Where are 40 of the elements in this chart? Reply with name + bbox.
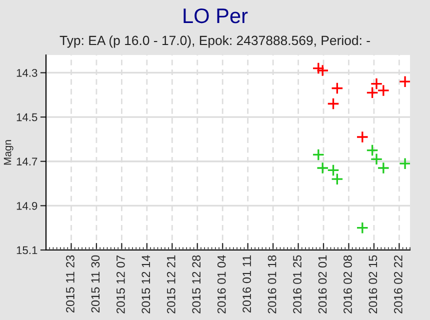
point: [377, 162, 390, 174]
point: [356, 222, 369, 234]
x-tick-label: 2016 01 25: [293, 255, 302, 314]
x-tick-label: 2016 02 15: [368, 255, 378, 314]
point: [312, 148, 325, 161]
x-tick-label: 2016 01 18: [268, 255, 276, 314]
x-tick-label: 2016 02 08: [344, 255, 352, 314]
point: [327, 98, 340, 110]
x-tick-label: 2015 12 07: [116, 255, 125, 314]
point: [330, 172, 344, 186]
point: [366, 86, 379, 99]
point: [312, 62, 325, 75]
y-tick-label: 14.3: [16, 68, 38, 77]
y-tick-label: 15.1: [16, 246, 38, 254]
point: [316, 64, 329, 77]
point: [398, 75, 410, 88]
x-tick-label: 2016 01 04: [217, 255, 226, 314]
point: [370, 152, 383, 166]
chart-subtitle: Typ: EA (p 16.0 - 17.0), Epok: 2437888.569, Period: -: [60, 35, 370, 48]
x-tick-label: 2015 12 28: [192, 255, 201, 314]
x-tick-label: 2016 02 22: [394, 255, 402, 314]
point: [330, 82, 344, 94]
point: [398, 157, 410, 170]
x-tick-label: 2015 12 14: [142, 255, 150, 314]
point: [366, 144, 379, 156]
y-tick-label: 14.9: [16, 202, 38, 210]
point: [316, 162, 329, 174]
point: [327, 164, 340, 176]
x-tick-label: 2015 12 21: [166, 255, 176, 314]
y-tick-label: 14.7: [16, 158, 38, 166]
x-tick-label: 2015 11 30: [91, 255, 100, 312]
chart-title: LO Per: [184, 8, 248, 24]
point: [377, 84, 390, 97]
y-tick-label: 14.5: [16, 113, 38, 122]
point: [370, 78, 383, 90]
point: [356, 130, 369, 144]
x-tick-label: 2016 02 01: [318, 255, 327, 314]
x-tick-label: 2015 11 23: [66, 255, 74, 312]
x-tick-label: 2016 01 11: [242, 255, 251, 312]
y-axis-title: Magn: [4, 140, 14, 165]
